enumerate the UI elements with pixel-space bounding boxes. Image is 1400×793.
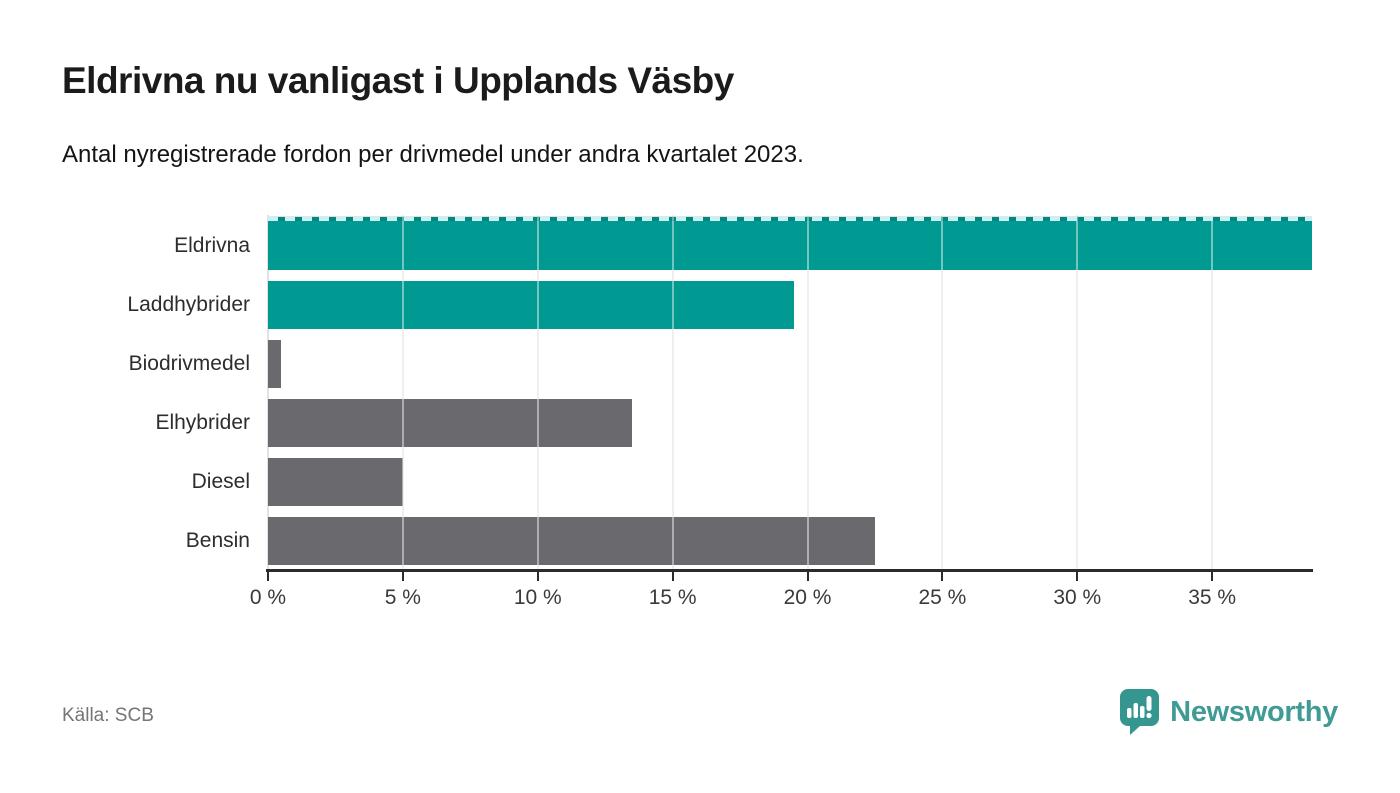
gridline bbox=[401, 215, 404, 569]
x-tick bbox=[401, 572, 404, 581]
x-tick bbox=[806, 572, 809, 581]
newsworthy-logo-icon bbox=[1120, 689, 1160, 735]
x-tick bbox=[671, 572, 674, 581]
bar-bensin bbox=[268, 517, 875, 565]
gridline-overlay bbox=[806, 215, 809, 569]
bar-eldrivna bbox=[268, 217, 1312, 270]
gridline-overlay bbox=[671, 215, 674, 569]
x-tick-label: 15 % bbox=[648, 586, 697, 609]
gridline-overlay bbox=[536, 215, 539, 569]
gridline bbox=[536, 215, 539, 569]
x-tick-label: 10 % bbox=[513, 586, 562, 609]
y-axis-label-laddhybrider: Laddhybrider bbox=[127, 293, 250, 316]
newsworthy-logo: Newsworthy bbox=[1119, 688, 1338, 736]
gridline-overlay bbox=[941, 215, 944, 569]
gridline bbox=[267, 215, 269, 569]
gridline bbox=[1211, 215, 1214, 569]
y-axis-label-biodrivmedel: Biodrivmedel bbox=[128, 352, 250, 375]
x-tick-label: 0 % bbox=[249, 586, 287, 609]
bar-biodrivmedel bbox=[268, 340, 282, 388]
x-tick-label: 5 % bbox=[384, 586, 421, 609]
x-tick bbox=[941, 572, 944, 581]
y-axis-label-bensin: Bensin bbox=[185, 529, 250, 552]
bar-chart-plot-area bbox=[267, 215, 1312, 569]
x-tick-label: 35 % bbox=[1188, 586, 1237, 609]
clip-indicator-dashed-line bbox=[268, 216, 1312, 221]
source-note: Källa: SCB bbox=[62, 705, 154, 726]
x-tick bbox=[267, 572, 269, 581]
gridline-overlay bbox=[1211, 215, 1214, 569]
x-tick-label: 20 % bbox=[783, 586, 832, 609]
x-tick bbox=[1076, 572, 1079, 581]
x-tick-label: 30 % bbox=[1053, 586, 1102, 609]
x-tick bbox=[536, 572, 539, 581]
x-tick-label: 25 % bbox=[918, 586, 967, 609]
gridline bbox=[671, 215, 674, 569]
gridline bbox=[1076, 215, 1079, 569]
gridline-overlay bbox=[1076, 215, 1079, 569]
y-axis-label-eldrivna: Eldrivna bbox=[174, 234, 250, 257]
bar-diesel bbox=[268, 458, 403, 506]
bar-laddhybrider bbox=[268, 281, 795, 329]
gridline-overlay bbox=[401, 215, 404, 569]
bar-elhybrider bbox=[268, 399, 633, 447]
gridline bbox=[806, 215, 809, 569]
y-axis-label-elhybrider: Elhybrider bbox=[155, 411, 250, 434]
newsworthy-wordmark: Newsworthy bbox=[1170, 695, 1338, 728]
chart-subtitle: Antal nyregistrerade fordon per drivmede… bbox=[62, 141, 804, 168]
x-tick bbox=[1211, 572, 1214, 581]
x-axis-line bbox=[266, 569, 1313, 572]
chart-title: Eldrivna nu vanligast i Upplands Väsby bbox=[62, 60, 734, 101]
y-axis-label-diesel: Diesel bbox=[191, 470, 250, 493]
gridline bbox=[941, 215, 944, 569]
